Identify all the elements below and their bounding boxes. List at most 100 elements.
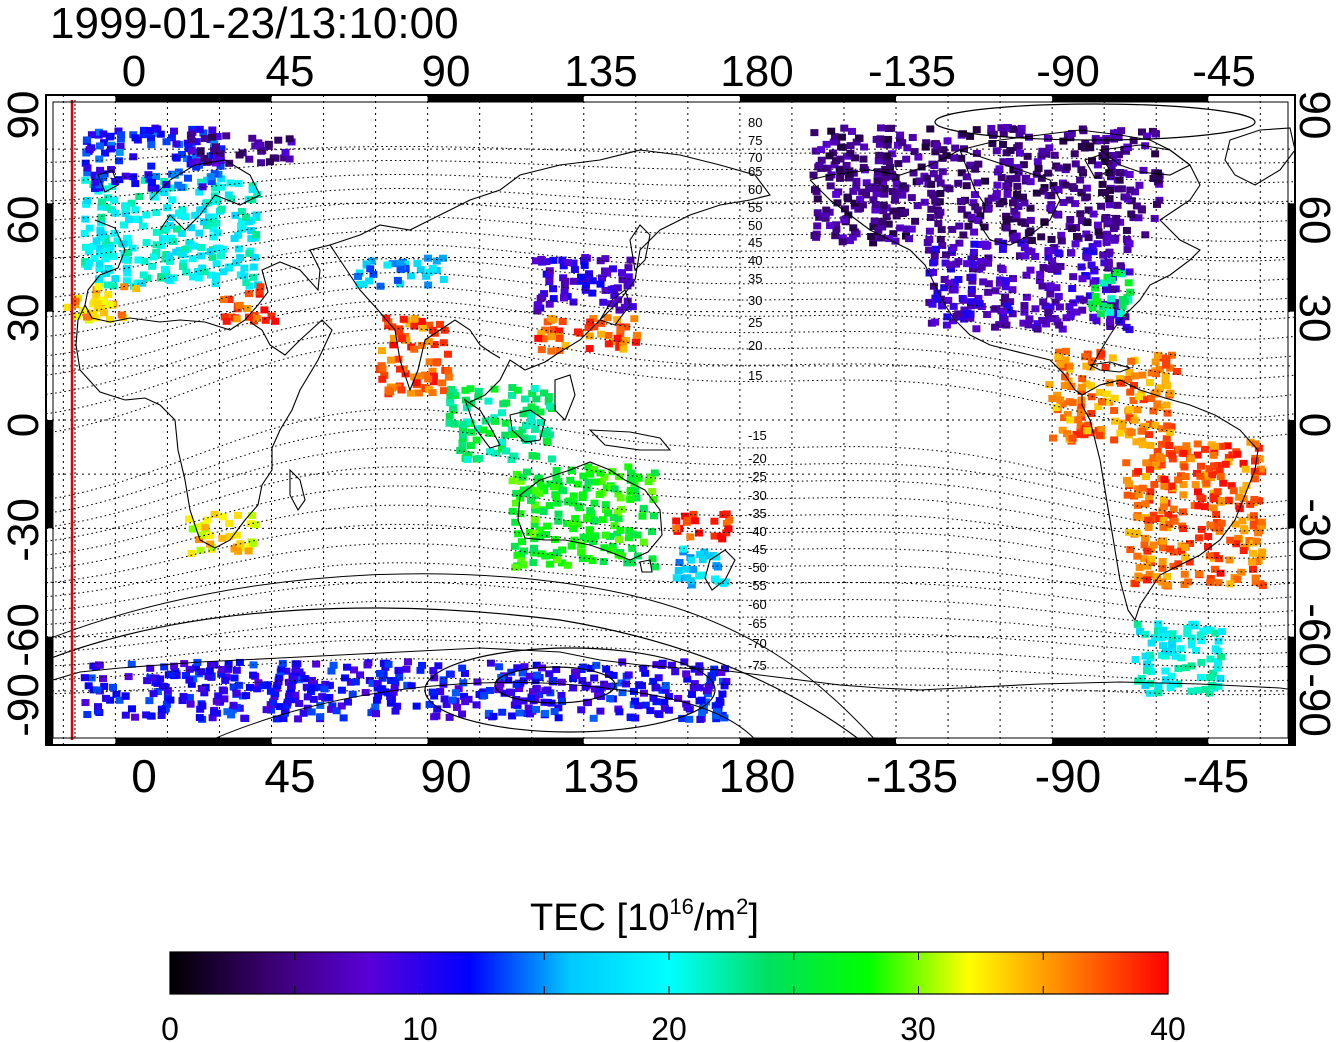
tec-data-point: [1002, 182, 1011, 190]
tec-data-point: [242, 213, 251, 221]
tec-data-point: [602, 665, 611, 673]
tec-data-point: [121, 256, 130, 264]
tec-data-point: [106, 315, 115, 323]
tec-data-point: [428, 264, 437, 272]
tec-data-point: [831, 133, 840, 141]
tec-data-point: [851, 228, 860, 236]
tec-data-point: [161, 704, 170, 712]
tec-data-point: [1142, 576, 1151, 584]
tec-data-point: [813, 222, 822, 230]
tec-data-point: [1099, 303, 1108, 310]
tec-data-point: [445, 412, 454, 420]
tec-data-point: [967, 213, 976, 221]
tec-data-point: [588, 289, 597, 297]
tec-data-point: [124, 249, 133, 257]
tec-data-point: [518, 426, 527, 434]
tec-data-point: [402, 665, 411, 673]
tec-data-point: [1257, 518, 1266, 526]
tec-data-point: [1193, 440, 1202, 448]
tec-data-point: [1069, 273, 1078, 281]
tec-data-point: [1154, 682, 1163, 690]
tec-data-point: [971, 165, 980, 173]
tec-data-point: [627, 469, 636, 477]
tec-data-point: [525, 672, 534, 680]
tec-data-point: [249, 539, 258, 547]
tec-data-point: [539, 335, 548, 343]
tec-data-point: [121, 692, 130, 700]
tec-data-point: [178, 262, 187, 270]
tec-data-point: [1067, 382, 1076, 390]
tec-data-point: [432, 257, 441, 265]
tec-data-point: [634, 474, 643, 482]
tec-data-point: [631, 714, 640, 722]
tec-data-point: [569, 277, 578, 285]
tec-data-point: [217, 183, 226, 191]
tec-data-point: [1104, 258, 1113, 266]
tec-data-point: [1082, 247, 1091, 255]
tec-data-point: [599, 558, 608, 566]
tec-data-point: [172, 671, 181, 679]
magnetic-contour: [45, 244, 1296, 301]
tec-data-point: [1017, 239, 1026, 247]
tec-data-point: [626, 714, 635, 722]
tec-data-point: [599, 298, 608, 306]
tec-data-point: [1044, 169, 1053, 177]
tec-data-point: [1050, 244, 1059, 252]
tec-data-point: [1133, 620, 1142, 628]
tec-data-point: [96, 166, 105, 174]
tec-data-point: [1130, 382, 1139, 390]
tec-data-point: [582, 698, 591, 706]
tec-data-point: [417, 341, 426, 349]
tec-data-point: [1094, 171, 1103, 179]
tec-data-point: [405, 320, 414, 328]
tec-data-point: [1107, 295, 1116, 303]
tec-data-point: [871, 201, 880, 209]
tec-data-point: [390, 684, 399, 692]
tec-data-point: [1032, 170, 1041, 178]
tec-data-point: [948, 225, 957, 233]
tec-data-point: [1147, 668, 1156, 676]
tec-data-point: [1105, 195, 1114, 203]
tec-data-point: [119, 240, 128, 248]
tec-data-point: [929, 170, 938, 178]
tec-data-point: [1123, 491, 1132, 499]
tec-data-point: [618, 552, 627, 560]
tec-data-point: [578, 677, 587, 685]
tec-data-point: [1091, 284, 1100, 292]
tec-data-point: [1120, 298, 1129, 306]
tec-data-point: [984, 254, 993, 262]
tec-data-point: [174, 209, 183, 217]
tec-data-point: [412, 379, 421, 387]
tec-data-point: [1210, 462, 1219, 470]
tec-data-point: [1141, 231, 1150, 239]
tec-data-point: [1158, 544, 1167, 552]
tec-data-point: [1105, 169, 1114, 177]
tec-data-point: [1110, 129, 1119, 137]
tec-data-point: [1072, 224, 1081, 232]
contour-label: 30: [748, 293, 762, 308]
tec-data-point: [710, 517, 719, 525]
tec-data-point: [1139, 166, 1148, 174]
tec-data-point: [620, 303, 629, 311]
tec-data-point: [1145, 379, 1154, 387]
tec-data-point: [181, 245, 190, 253]
tec-data-point: [271, 690, 280, 698]
tec-data-point: [1126, 388, 1135, 396]
tec-data-point: [81, 699, 90, 707]
tec-data-point: [197, 668, 206, 676]
tec-data-point: [94, 283, 103, 291]
tec-data-point: [123, 234, 132, 242]
tec-data-point: [157, 274, 166, 282]
tec-data-point: [1087, 409, 1096, 417]
top-lon-label: 90: [422, 47, 471, 96]
tec-data-point: [596, 257, 605, 265]
tec-data-point: [117, 311, 126, 319]
tec-data-point: [1117, 270, 1126, 278]
tec-data-point: [206, 173, 215, 181]
tec-data-point: [228, 706, 237, 714]
tec-data-point: [291, 696, 300, 704]
tec-data-point: [1122, 193, 1131, 201]
tec-data-point: [576, 548, 585, 556]
tec-data-point: [1093, 161, 1102, 169]
magnetic-contour: [45, 300, 1296, 380]
